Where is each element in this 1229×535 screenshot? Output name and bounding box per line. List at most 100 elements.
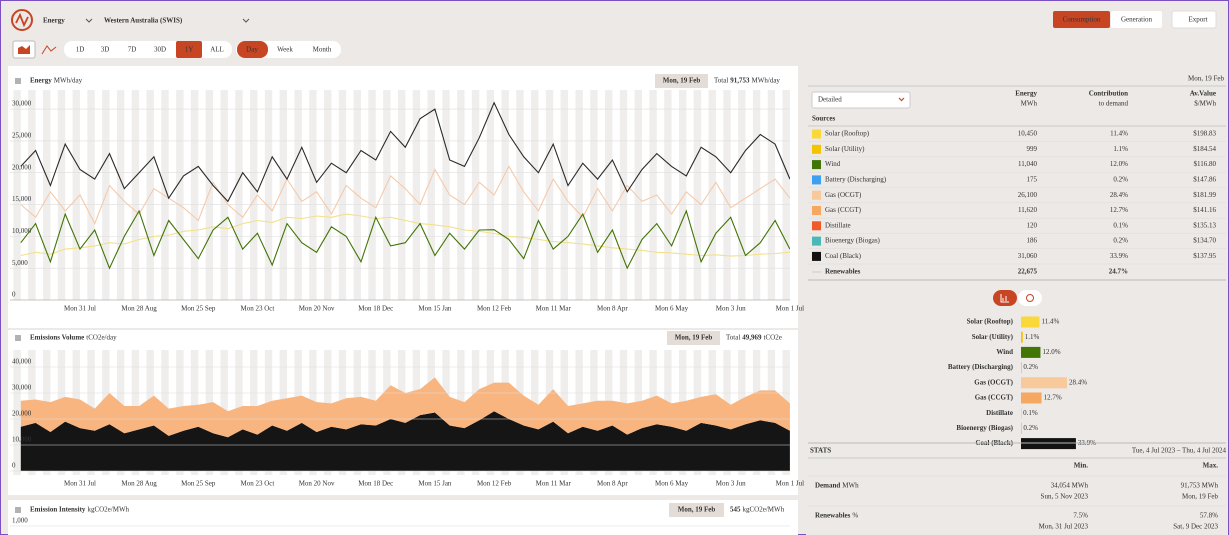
swatch [812, 221, 821, 231]
week-stripe [575, 90, 583, 300]
area-icon [18, 45, 30, 54]
chevron [242, 18, 250, 23]
x-tick-label: Mon 18 Dec [358, 480, 393, 488]
bar-icon [1000, 294, 1009, 303]
x-tick-label: Mon 12 Feb [477, 480, 512, 488]
range-button[interactable]: 30D [154, 46, 166, 54]
logo[interactable] [11, 9, 33, 31]
range-button[interactable]: 7D [128, 46, 137, 54]
range-button[interactable]: 1Y [185, 46, 194, 54]
interval-button[interactable]: Week [277, 46, 293, 54]
chart-title: Emission Intensity [30, 506, 86, 514]
chart-unit: kgCO2e/MWh [87, 506, 129, 514]
table-cell: $181.99 [1193, 191, 1216, 199]
x-tick-label: Mon 18 Dec [358, 305, 393, 313]
week-stripe [782, 90, 790, 300]
footer-name: Renewables [825, 268, 861, 276]
chart-unit: MWh/day [54, 77, 83, 85]
stats-title: STATS [810, 447, 831, 455]
stats-col: Max. [1203, 462, 1219, 470]
table-cell: 26,100 [1018, 191, 1038, 199]
range-button[interactable]: 1D [76, 46, 85, 54]
tab-button[interactable] [1053, 11, 1110, 28]
view-toggle[interactable] [993, 290, 1017, 306]
week-stripe [264, 90, 273, 300]
series-line [20, 213, 790, 257]
column-title: Av.Value [1190, 90, 1216, 98]
bar-value-label: 28.4% [1069, 378, 1087, 386]
menu-icon [15, 78, 21, 84]
panel-date: Mon, 19 Feb [1188, 75, 1224, 83]
week-stripe [205, 90, 214, 300]
bar [1021, 346, 1041, 358]
week-stripe [28, 90, 36, 300]
y-tick-label: 30,000 [12, 100, 32, 108]
table-cell: 12.0% [1110, 160, 1128, 168]
week-stripe [442, 90, 450, 300]
mode-dropdown[interactable] [811, 91, 911, 109]
week-stripe [338, 90, 347, 300]
x-tick-label: Mon 12 Feb [477, 305, 512, 313]
interval-button[interactable]: Month [313, 46, 332, 54]
tab-button[interactable] [1111, 11, 1162, 28]
total-total: 49,969 [742, 334, 762, 342]
series-line [20, 165, 790, 225]
chevron [898, 97, 905, 102]
table-cell: 12.7% [1110, 206, 1128, 214]
bar-value-label: 1.1% [1025, 333, 1040, 341]
series-area [20, 411, 790, 471]
week-stripe [457, 90, 465, 300]
bar [1021, 438, 1076, 450]
stats-unit: % [852, 512, 858, 520]
week-stripe [605, 90, 613, 300]
bar-label: Bioenergy (Biogas) [956, 424, 1013, 432]
week-stripe [397, 90, 406, 300]
x-tick-label: Mon 1 Jul [776, 480, 804, 488]
range-button[interactable]: ALL [210, 46, 224, 54]
week-stripe [250, 90, 258, 300]
week-stripe [412, 90, 421, 300]
table-cell: $134.70 [1193, 237, 1216, 245]
region[interactable]: Western Australia (SWIS) [104, 17, 183, 25]
range-button[interactable]: 3D [101, 46, 110, 54]
total-total-unit: MWh/day [752, 77, 781, 85]
stats-max-date: Sat, 9 Dec 2023 [1173, 523, 1218, 531]
column-unit: to demand [1099, 100, 1129, 108]
series-line [20, 209, 790, 270]
total-box [722, 331, 788, 345]
tab-label: Generation [1121, 16, 1153, 24]
stats-min-date: Sun, 5 Nov 2023 [1041, 493, 1089, 501]
total-total: 545 [730, 506, 741, 514]
x-tick-label: Mon 28 Aug [121, 305, 157, 313]
week-stripe [545, 90, 554, 300]
export-button[interactable] [1171, 10, 1217, 29]
x-tick-label: Mon 31 Jul [64, 305, 96, 313]
week-stripe [131, 90, 140, 300]
x-tick-label: Mon 23 Oct [241, 305, 275, 313]
metric[interactable]: Energy [43, 17, 65, 25]
view-toggle[interactable] [1018, 290, 1042, 306]
table-cell: 186 [1027, 237, 1038, 245]
x-tick-label: Mon 15 Jan [418, 305, 452, 313]
total-total-label: Total [726, 334, 740, 342]
x-tick-label: Mon 20 Nov [299, 305, 335, 313]
swatch [812, 129, 821, 139]
range-group [64, 41, 232, 58]
y-tick-label: 0 [12, 462, 16, 470]
chart-type-button[interactable] [38, 41, 60, 58]
chart-unit: tCO2e/day [86, 334, 117, 342]
swatch [812, 190, 821, 200]
series-area [20, 377, 790, 438]
bar-label: Solar (Rooftop) [967, 318, 1014, 326]
table-cell: 11.4% [1110, 130, 1128, 138]
y-tick-label: 5,000 [12, 259, 28, 267]
table-cell: 0.2% [1113, 176, 1128, 184]
x-tick-label: Mon 28 Aug [121, 480, 157, 488]
stats-max: 91,753 MWh [1181, 482, 1219, 490]
interval-button[interactable]: Day [246, 46, 258, 54]
week-stripe [767, 90, 776, 300]
table-cell: 11,620 [1018, 206, 1037, 214]
x-tick-label: Mon 6 May [655, 480, 689, 488]
table-cell: 120 [1027, 221, 1038, 229]
